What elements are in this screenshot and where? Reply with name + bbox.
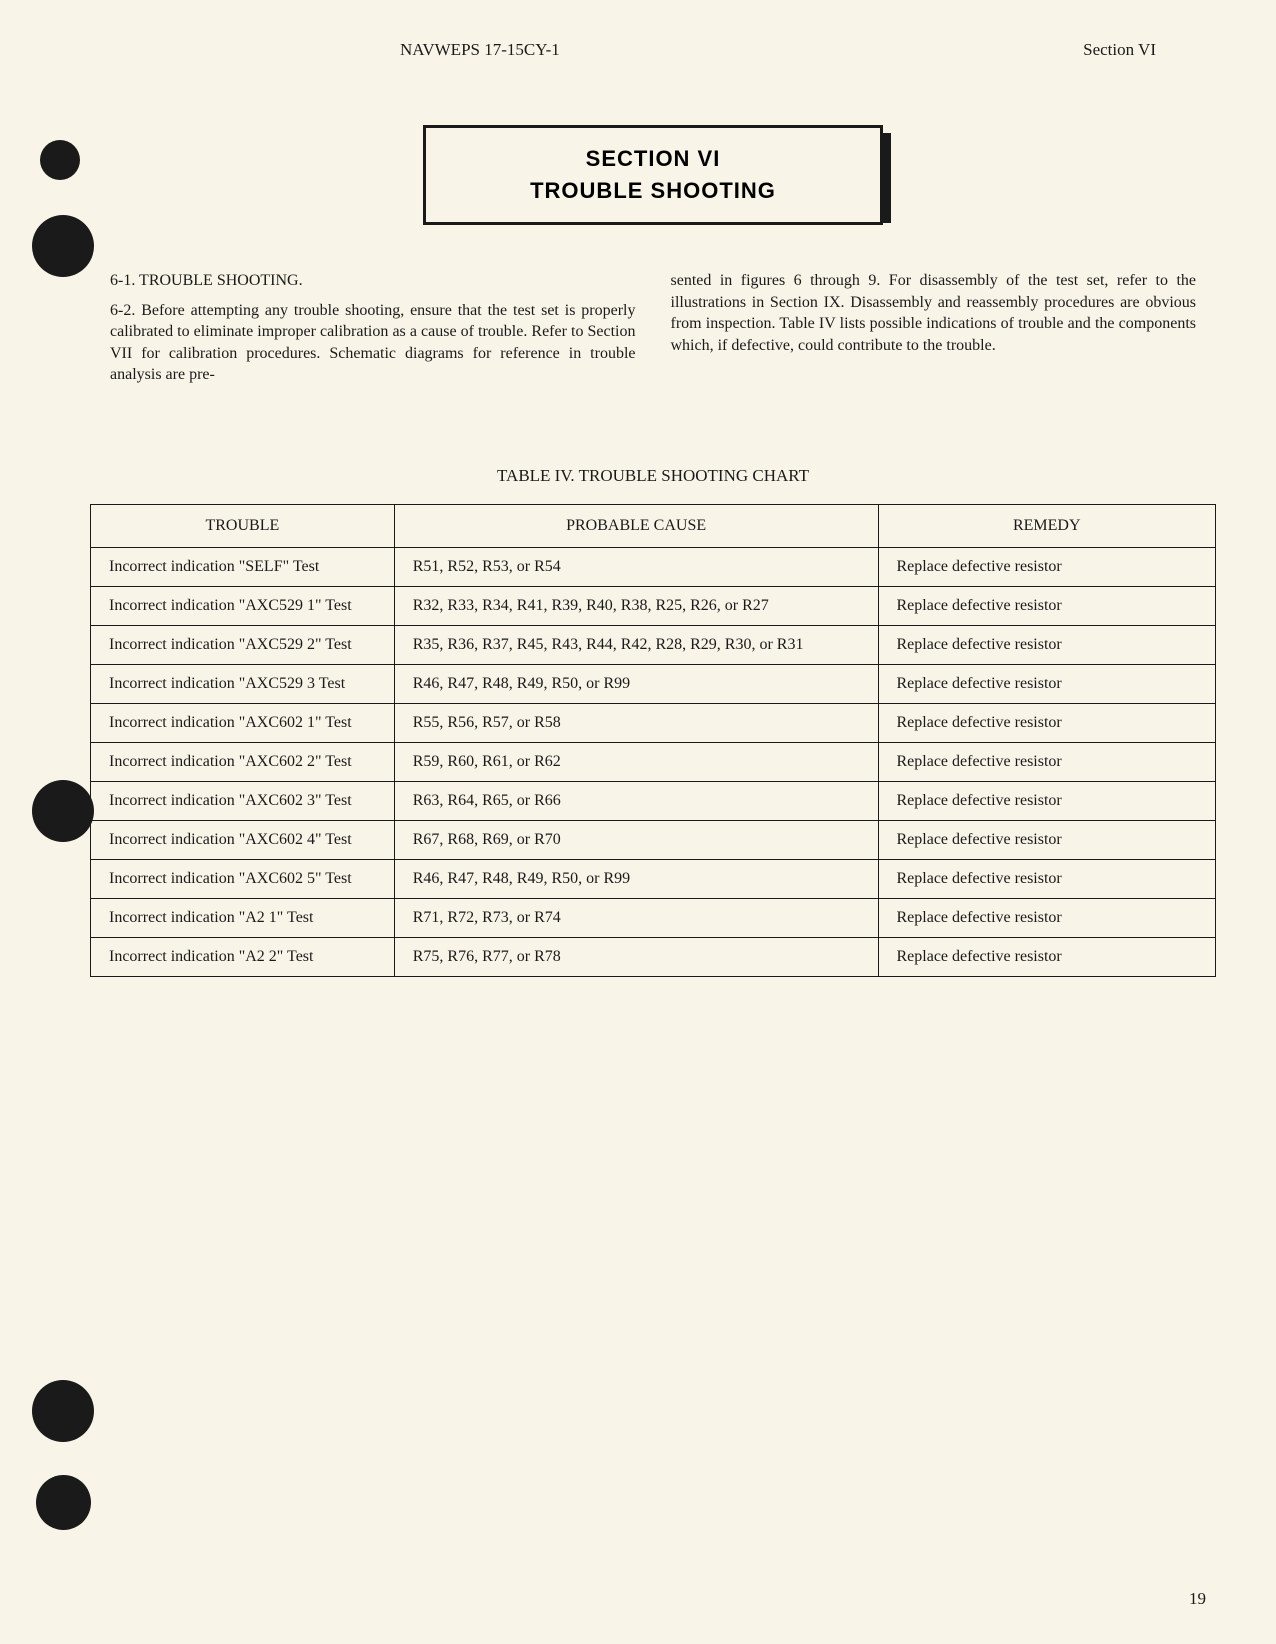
column-header-trouble: TROUBLE <box>91 504 395 547</box>
cell-remedy: Replace defective resistor <box>878 664 1216 703</box>
cell-trouble: Incorrect indication "AXC529 2" Test <box>91 625 395 664</box>
body-text-columns: 6-1. TROUBLE SHOOTING. 6-2. Before attem… <box>90 270 1216 386</box>
cell-remedy: Replace defective resistor <box>878 859 1216 898</box>
table-row: Incorrect indication "AXC602 3" TestR63,… <box>91 781 1216 820</box>
table-row: Incorrect indication "AXC529 3 TestR46, … <box>91 664 1216 703</box>
table-row: Incorrect indication "AXC529 2" TestR35,… <box>91 625 1216 664</box>
cell-trouble: Incorrect indication "SELF" Test <box>91 547 395 586</box>
cell-cause: R63, R64, R65, or R66 <box>394 781 878 820</box>
cell-remedy: Replace defective resistor <box>878 937 1216 976</box>
column-left: 6-1. TROUBLE SHOOTING. 6-2. Before attem… <box>110 270 636 386</box>
paragraph-body-right: sented in figures 6 through 9. For disas… <box>671 270 1197 356</box>
cell-remedy: Replace defective resistor <box>878 781 1216 820</box>
cell-remedy: Replace defective resistor <box>878 586 1216 625</box>
cell-remedy: Replace defective resistor <box>878 703 1216 742</box>
cell-cause: R55, R56, R57, or R58 <box>394 703 878 742</box>
column-header-cause: PROBABLE CAUSE <box>394 504 878 547</box>
cell-trouble: Incorrect indication "AXC602 2" Test <box>91 742 395 781</box>
table-row: Incorrect indication "SELF" TestR51, R52… <box>91 547 1216 586</box>
cell-cause: R46, R47, R48, R49, R50, or R99 <box>394 859 878 898</box>
column-header-remedy: REMEDY <box>878 504 1216 547</box>
cell-trouble: Incorrect indication "AXC529 1" Test <box>91 586 395 625</box>
table-header-row: TROUBLE PROBABLE CAUSE REMEDY <box>91 504 1216 547</box>
cell-cause: R75, R76, R77, or R78 <box>394 937 878 976</box>
cell-trouble: Incorrect indication "A2 2" Test <box>91 937 395 976</box>
cell-trouble: Incorrect indication "AXC602 4" Test <box>91 820 395 859</box>
column-right: sented in figures 6 through 9. For disas… <box>671 270 1197 386</box>
section-title-box: SECTION VI TROUBLE SHOOTING <box>423 125 883 225</box>
document-id: NAVWEPS 17-15CY-1 <box>400 40 560 60</box>
punch-hole <box>36 1475 91 1530</box>
cell-trouble: Incorrect indication "AXC602 5" Test <box>91 859 395 898</box>
paragraph-body-left: 6-2. Before attempting any trouble shoot… <box>110 300 636 386</box>
punch-hole <box>40 140 80 180</box>
punch-hole <box>32 1380 94 1442</box>
cell-cause: R32, R33, R34, R41, R39, R40, R38, R25, … <box>394 586 878 625</box>
cell-cause: R35, R36, R37, R45, R43, R44, R42, R28, … <box>394 625 878 664</box>
cell-trouble: Incorrect indication "AXC602 1" Test <box>91 703 395 742</box>
table-caption: TABLE IV. TROUBLE SHOOTING CHART <box>90 466 1216 486</box>
table-row: Incorrect indication "AXC602 4" TestR67,… <box>91 820 1216 859</box>
punch-hole <box>32 780 94 842</box>
cell-trouble: Incorrect indication "A2 1" Test <box>91 898 395 937</box>
cell-trouble: Incorrect indication "AXC602 3" Test <box>91 781 395 820</box>
section-title-content: SECTION VI TROUBLE SHOOTING <box>423 125 883 225</box>
cell-cause: R46, R47, R48, R49, R50, or R99 <box>394 664 878 703</box>
section-title-line1: SECTION VI <box>426 146 880 172</box>
table-row: Incorrect indication "AXC602 5" TestR46,… <box>91 859 1216 898</box>
cell-remedy: Replace defective resistor <box>878 625 1216 664</box>
cell-remedy: Replace defective resistor <box>878 898 1216 937</box>
cell-cause: R59, R60, R61, or R62 <box>394 742 878 781</box>
cell-cause: R51, R52, R53, or R54 <box>394 547 878 586</box>
cell-cause: R67, R68, R69, or R70 <box>394 820 878 859</box>
table-row: Incorrect indication "A2 1" TestR71, R72… <box>91 898 1216 937</box>
table-row: Incorrect indication "AXC602 2" TestR59,… <box>91 742 1216 781</box>
table-row: Incorrect indication "AXC602 1" TestR55,… <box>91 703 1216 742</box>
section-title-line2: TROUBLE SHOOTING <box>426 178 880 204</box>
punch-hole <box>32 215 94 277</box>
table-row: Incorrect indication "AXC529 1" TestR32,… <box>91 586 1216 625</box>
section-label: Section VI <box>1083 40 1156 60</box>
cell-remedy: Replace defective resistor <box>878 820 1216 859</box>
trouble-shooting-table: TROUBLE PROBABLE CAUSE REMEDY Incorrect … <box>90 504 1216 977</box>
page-header: NAVWEPS 17-15CY-1 Section VI <box>90 40 1216 60</box>
cell-remedy: Replace defective resistor <box>878 547 1216 586</box>
cell-remedy: Replace defective resistor <box>878 742 1216 781</box>
table-row: Incorrect indication "A2 2" TestR75, R76… <box>91 937 1216 976</box>
page-number: 19 <box>1189 1589 1206 1609</box>
cell-trouble: Incorrect indication "AXC529 3 Test <box>91 664 395 703</box>
cell-cause: R71, R72, R73, or R74 <box>394 898 878 937</box>
paragraph-heading: 6-1. TROUBLE SHOOTING. <box>110 270 636 292</box>
